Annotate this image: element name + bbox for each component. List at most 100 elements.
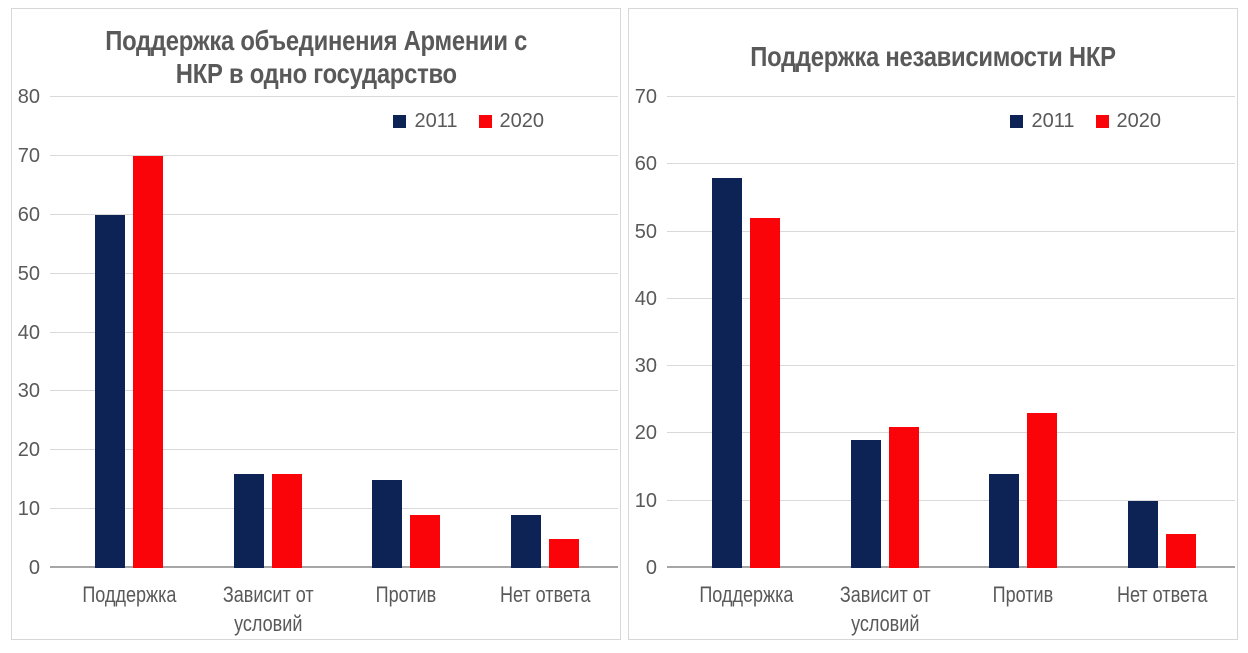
y-tick-label-0: 0: [28, 557, 40, 579]
bar-2020-3: [410, 515, 441, 568]
category-slot-2: Зависит от условий: [816, 581, 955, 638]
gridline-50: [50, 272, 618, 274]
legend: 2011 2020: [1010, 111, 1161, 131]
y-tick-label-40: 40: [17, 321, 40, 344]
bar-2011-3: [372, 479, 403, 568]
legend-swatch-icon: [1010, 114, 1024, 128]
bar-group-3: [337, 97, 476, 568]
chart-title-line-1: Поддержка независимости НКР: [750, 41, 1116, 73]
gridline-70: [667, 96, 1235, 97]
category-slot-1: Поддержка: [677, 581, 816, 638]
y-tick-label-10: 10: [634, 489, 657, 512]
legend-label: 2011: [414, 110, 458, 132]
bar-2020-2: [271, 473, 302, 568]
bar-2011-3: [989, 473, 1020, 568]
bar-group-4: [476, 97, 615, 568]
bar-2011-2: [233, 473, 264, 568]
category-slot-2: Зависит от условий: [199, 581, 338, 638]
gridline-10: [50, 508, 618, 510]
legend-item-2020: 2020: [478, 110, 545, 132]
bars-layer: [677, 97, 1231, 568]
bar-2020-2: [888, 426, 919, 568]
bar-2020-1: [133, 155, 164, 568]
chart-title-line-1: Поддержка объединения Армении с: [105, 24, 527, 56]
y-tick-label-70: 70: [17, 144, 40, 167]
bar-2020-4: [548, 538, 579, 568]
gridline-20: [50, 449, 618, 451]
category-label: Нет ответа: [499, 582, 591, 607]
bar-group-1: [677, 97, 816, 568]
chart-title-line-2: НКР в одно государство: [175, 58, 457, 89]
y-tick-label-10: 10: [17, 498, 40, 521]
category-axis: Поддержка Зависит от условий Против Нет отв…: [677, 568, 1231, 638]
legend: 2011 2020: [393, 111, 544, 131]
bars-layer: [60, 97, 614, 568]
bar-2011-1: [712, 177, 743, 568]
chart-panel-independence: Поддержка независимости НКР 70 60 50 40 30 20…: [628, 8, 1238, 640]
category-slot-3: Против: [954, 581, 1093, 638]
bar-2011-4: [1127, 500, 1158, 568]
bar-group-1: [60, 97, 199, 568]
gridline-40: [50, 331, 618, 333]
category-label: Против: [375, 582, 437, 607]
y-tick-label-20: 20: [634, 422, 657, 445]
legend-label: 2020: [499, 110, 545, 132]
category-slot-3: Против: [337, 581, 476, 638]
gridline-80: [50, 96, 618, 97]
y-tick-label-70: 70: [634, 86, 657, 108]
category-slot-1: Поддержка: [60, 581, 199, 638]
bar-group-4: [1093, 97, 1232, 568]
chart-panel-unification: Поддержка объединения Армении с НКР в од…: [11, 8, 621, 640]
x-axis-line: [667, 566, 1235, 568]
category-slot-4: Нет ответа: [1093, 581, 1232, 638]
category-label: Зависит от условий: [222, 582, 314, 636]
category-axis: Поддержка Зависит от условий Против Нет отв…: [60, 568, 614, 638]
bar-group-2: [199, 97, 338, 568]
y-tick-label-30: 30: [17, 380, 40, 403]
bar-2011-2: [850, 440, 881, 568]
category-label: Поддержка: [82, 582, 177, 607]
gridline-50: [667, 230, 1235, 232]
gridline-60: [667, 163, 1235, 165]
legend-label: 2011: [1031, 110, 1075, 132]
bar-2011-4: [510, 515, 541, 568]
bar-2020-4: [1165, 534, 1196, 568]
legend-label: 2020: [1116, 110, 1162, 132]
chart-title: Поддержка независимости НКР: [629, 9, 1237, 97]
gridline-70: [50, 154, 618, 156]
gridline-30: [50, 390, 618, 392]
y-tick-label-40: 40: [634, 287, 657, 310]
bar-2011-1: [95, 214, 126, 568]
legend-item-2020: 2020: [1095, 110, 1162, 132]
legend-swatch-icon: [393, 114, 407, 128]
bar-2020-1: [750, 218, 781, 568]
plot-area: 70 60 50 40 30 20 10 0 2011 2020: [635, 87, 1235, 578]
bar-group-3: [954, 97, 1093, 568]
gridline-20: [667, 432, 1235, 434]
y-tick-label-0: 0: [645, 557, 657, 579]
x-axis-line: [50, 566, 618, 568]
category-label: Поддержка: [699, 582, 794, 607]
gridline-10: [667, 499, 1235, 501]
bar-2020-3: [1027, 413, 1058, 568]
y-tick-label-30: 30: [634, 355, 657, 378]
bar-group-2: [816, 97, 955, 568]
y-tick-label-60: 60: [634, 153, 657, 176]
y-tick-label-20: 20: [17, 439, 40, 462]
gridline-40: [667, 297, 1235, 299]
category-label: Против: [992, 582, 1054, 607]
y-tick-label-80: 80: [17, 86, 40, 108]
y-tick-label-60: 60: [17, 203, 40, 226]
category-slot-4: Нет ответа: [476, 581, 615, 638]
legend-item-2011: 2011: [1010, 110, 1075, 132]
category-label: Зависит от условий: [839, 582, 931, 636]
y-tick-label-50: 50: [634, 220, 657, 243]
legend-swatch-icon: [1095, 114, 1109, 128]
plot-area: 80 70 60 50 40 30 20 10 0 2011 2020: [18, 87, 618, 578]
legend-item-2011: 2011: [393, 110, 458, 132]
chart-title: Поддержка объединения Армении с НКР в од…: [12, 9, 620, 97]
category-label: Нет ответа: [1116, 582, 1208, 607]
y-tick-label-50: 50: [17, 262, 40, 285]
gridline-60: [50, 213, 618, 215]
gridline-30: [667, 365, 1235, 367]
